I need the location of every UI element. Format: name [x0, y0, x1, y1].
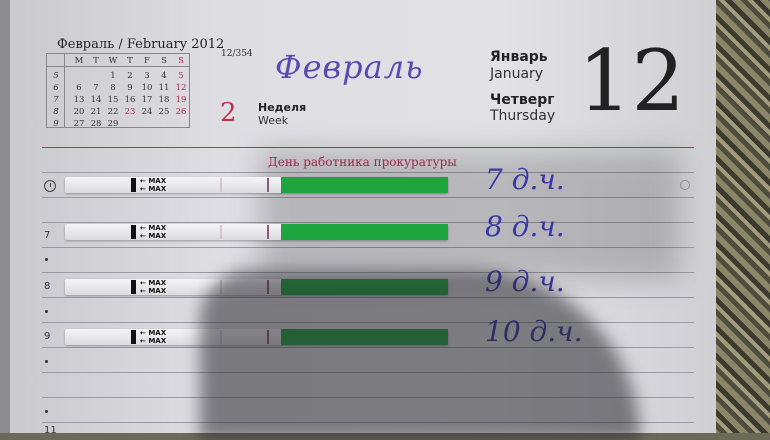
hour-label: 7	[44, 230, 51, 241]
strip-handle	[281, 177, 448, 193]
max-label: ← MAX ← MAX	[140, 329, 167, 345]
calendar-day: 19	[175, 95, 187, 105]
calendar-day: 22	[107, 107, 119, 117]
handwritten-note: 8 д.ч.	[485, 210, 565, 243]
mini-calendar: M T W T F S S 5 6 7 8 9 1 2 3 4 5 6 7 8 9 10 11 12 13 14 15 16 17 18 1…	[46, 53, 190, 129]
calendar-day: 17	[141, 95, 153, 105]
test-strip: ← MAX ← MAX	[65, 224, 448, 240]
weekday-label: T	[127, 56, 133, 66]
calendar-title: Февраль / February 2012	[57, 37, 225, 52]
week-label-en: Week	[258, 114, 289, 127]
calendar-day: 6	[76, 83, 82, 93]
hour-label: 8	[44, 281, 51, 292]
clock-icon	[44, 180, 56, 192]
page-edge	[0, 0, 10, 433]
calendar-day: 11	[158, 83, 170, 93]
control-line	[267, 178, 269, 192]
shadow	[260, 150, 680, 280]
calendar-day: 3	[144, 71, 150, 81]
calendar-day: 2	[127, 71, 133, 81]
strip-marker	[131, 280, 136, 294]
calendar-day: 9	[127, 83, 133, 93]
ruled-line	[42, 222, 694, 223]
hour-label: 9	[44, 331, 51, 342]
week-label-ru: Неделя	[258, 101, 307, 114]
holiday-label: День работника прокуратуры	[268, 155, 457, 169]
calendar-day: 28	[90, 119, 102, 129]
calendar-day: 24	[141, 107, 153, 117]
weekday-label: W	[108, 56, 118, 66]
hour-label: 11	[44, 425, 57, 436]
calendar-day: 12	[175, 83, 187, 93]
calendar-day: 21	[90, 107, 102, 117]
ruled-line	[42, 197, 694, 198]
half-hour-dot	[45, 258, 48, 261]
test-strip: ← MAX ← MAX	[65, 177, 448, 193]
calendar-day: 13	[73, 95, 85, 105]
calendar-day: 1	[110, 71, 116, 81]
ruled-line	[42, 172, 694, 173]
page-counter: 12/354	[221, 49, 253, 59]
calendar-day: 27	[73, 119, 85, 129]
week-number-cell: 7	[53, 95, 59, 105]
week-number-cell: 6	[53, 83, 59, 93]
calendar-day: 26	[175, 107, 187, 117]
strip-marker	[131, 330, 136, 344]
fabric-background	[712, 0, 770, 433]
strip-marker	[131, 225, 136, 239]
handwritten-month: Февраль	[275, 48, 424, 86]
strip-marker	[131, 178, 136, 192]
half-hour-dot	[45, 360, 48, 363]
calendar-day: 10	[141, 83, 153, 93]
calendar-day: 29	[107, 119, 119, 129]
calendar-day: 7	[93, 83, 99, 93]
test-line	[220, 225, 222, 239]
half-hour-dot	[45, 410, 48, 413]
max-label: ← MAX ← MAX	[140, 224, 167, 240]
ruled-line	[42, 247, 694, 248]
weekday-en: Thursday	[490, 108, 556, 124]
calendar-day: 4	[161, 71, 167, 81]
calendar-day: 8	[110, 83, 116, 93]
calendar-day: 18	[158, 95, 170, 105]
day-number: 12	[578, 32, 685, 130]
week-number-cell: 9	[53, 119, 59, 129]
week-number: 2	[220, 98, 237, 128]
weekday-label: M	[74, 56, 84, 66]
max-label: ← MAX ← MAX	[140, 177, 167, 193]
control-line	[267, 225, 269, 239]
week-number-cell: 5	[53, 71, 59, 81]
weekday-label: T	[93, 56, 99, 66]
handwritten-note: 7 д.ч.	[485, 163, 565, 196]
month-ru: Январь	[490, 49, 548, 65]
calendar-day: 20	[73, 107, 85, 117]
weekday-label: F	[144, 56, 150, 66]
calendar-day: 14	[90, 95, 102, 105]
circle-icon	[680, 180, 690, 190]
calendar-day: 16	[124, 95, 136, 105]
week-number-cell: 8	[53, 107, 59, 117]
month-en: January	[490, 66, 544, 82]
half-hour-dot	[45, 310, 48, 313]
test-line	[220, 178, 222, 192]
header-divider	[42, 147, 694, 148]
weekday-header	[47, 54, 189, 67]
weekday-label: S	[161, 56, 167, 66]
hand-shadow	[200, 270, 640, 440]
strip-handle	[281, 224, 448, 240]
weekday-label: S	[178, 56, 184, 66]
calendar-day: 15	[107, 95, 119, 105]
calendar-day: 23	[124, 107, 136, 117]
weekday-ru: Четверг	[490, 92, 555, 108]
calendar-day: 25	[158, 107, 170, 117]
max-label: ← MAX ← MAX	[140, 279, 167, 295]
calendar-day: 5	[178, 71, 184, 81]
week-column	[47, 54, 65, 127]
